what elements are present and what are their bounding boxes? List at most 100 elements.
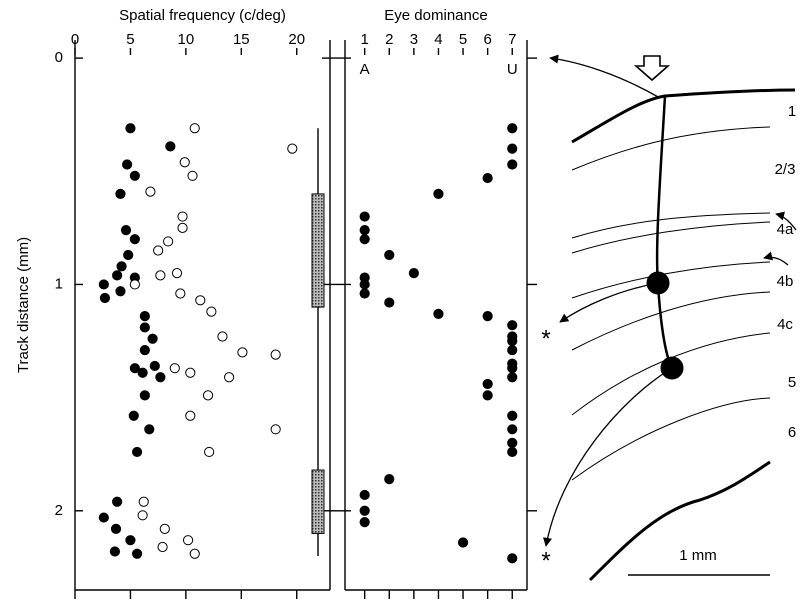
data-point	[166, 142, 175, 151]
data-point	[140, 391, 149, 400]
data-point	[508, 321, 517, 330]
asterisk: *	[541, 325, 550, 352]
data-point	[126, 124, 135, 133]
asterisk: *	[541, 547, 550, 574]
data-point	[164, 237, 173, 246]
data-point	[218, 332, 227, 341]
layer-label: 6	[788, 424, 796, 441]
histology	[546, 56, 796, 580]
data-point	[508, 160, 517, 169]
data-point	[483, 379, 492, 388]
x-tick-label: 5	[126, 31, 134, 48]
data-point	[113, 497, 122, 506]
data-point	[271, 425, 280, 434]
x-tick-sublabel: A	[360, 61, 370, 78]
data-point	[508, 373, 517, 382]
data-point	[178, 223, 187, 232]
data-point	[123, 160, 132, 169]
data-point	[483, 391, 492, 400]
data-point	[205, 447, 214, 456]
data-point	[238, 348, 247, 357]
layer-label: 1	[788, 103, 796, 120]
y-tick-label: 1	[55, 275, 63, 292]
data-point	[188, 171, 197, 180]
y-tick-label: 2	[55, 502, 63, 519]
data-point	[126, 536, 135, 545]
data-point	[508, 438, 517, 447]
data-point	[170, 364, 179, 373]
data-point	[409, 269, 418, 278]
data-point	[145, 425, 154, 434]
x-tick-label: 4	[434, 31, 442, 48]
data-point	[99, 513, 108, 522]
data-point	[116, 287, 125, 296]
data-point	[196, 296, 205, 305]
x-tick-label: 5	[459, 31, 467, 48]
scale-label: 1 mm	[679, 547, 717, 564]
data-point	[360, 517, 369, 526]
data-point	[183, 536, 192, 545]
data-point	[385, 474, 394, 483]
range-bar	[312, 194, 324, 307]
data-point	[156, 271, 165, 280]
layer-label: 2/3	[775, 161, 796, 178]
x-tick-label: 0	[71, 31, 79, 48]
data-point	[203, 391, 212, 400]
data-point	[140, 312, 149, 321]
data-point	[100, 293, 109, 302]
data-point	[176, 289, 185, 298]
data-point	[180, 158, 189, 167]
data-point	[225, 373, 234, 382]
x-tick-sublabel: U	[507, 61, 518, 78]
data-point	[121, 226, 130, 235]
data-point	[207, 307, 216, 316]
y-tick-label: 0	[55, 49, 63, 66]
data-point	[158, 542, 167, 551]
layer-label: 5	[788, 374, 796, 391]
data-point	[508, 411, 517, 420]
data-point	[360, 280, 369, 289]
data-point	[140, 323, 149, 332]
axis-title: Eye dominance	[384, 7, 487, 24]
data-point	[186, 368, 195, 377]
data-point	[360, 226, 369, 235]
data-point	[190, 549, 199, 558]
data-point	[271, 350, 280, 359]
data-point	[130, 171, 139, 180]
data-point	[172, 269, 181, 278]
data-point	[434, 309, 443, 318]
layer-label: 4a	[777, 221, 794, 238]
axis-title: Spatial frequency (c/deg)	[119, 7, 286, 24]
data-point	[360, 506, 369, 515]
data-point	[113, 271, 122, 280]
data-point	[508, 124, 517, 133]
histology-labels: 1 2/3 4a 4b 4c 5 6 1 mm * *	[541, 103, 796, 574]
data-point	[360, 490, 369, 499]
data-point	[129, 411, 138, 420]
data-point	[156, 373, 165, 382]
data-point	[508, 425, 517, 434]
data-point	[148, 334, 157, 343]
x-tick-label: 15	[233, 31, 250, 48]
data-point	[508, 554, 517, 563]
data-point	[130, 235, 139, 244]
data-point	[140, 345, 149, 354]
x-tick-label: 20	[288, 31, 305, 48]
range-bar	[312, 470, 324, 533]
data-point	[508, 336, 517, 345]
x-tick-label: 7	[508, 31, 516, 48]
data-point	[117, 262, 126, 271]
data-point	[138, 368, 147, 377]
data-point	[138, 511, 147, 520]
data-point	[154, 246, 163, 255]
data-point	[360, 289, 369, 298]
data-point	[458, 538, 467, 547]
x-tick-label: 1	[361, 31, 369, 48]
y-axis-title: Track distance (mm)	[15, 237, 32, 373]
data-point	[116, 189, 125, 198]
x-tick-label: 2	[385, 31, 393, 48]
data-point	[385, 250, 394, 259]
data-point	[508, 345, 517, 354]
data-point	[146, 187, 155, 196]
data-point	[132, 447, 141, 456]
